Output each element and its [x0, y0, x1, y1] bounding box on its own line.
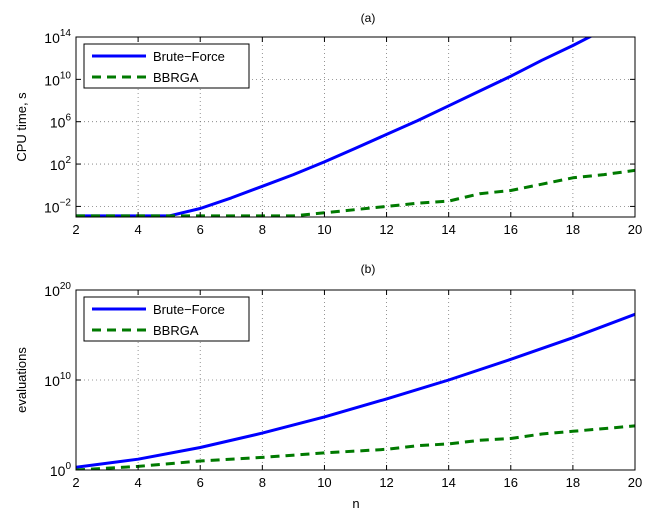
panel-a-y-tick-label-1: 102: [50, 155, 72, 173]
panel-b-x-tick-label-6: 6: [197, 475, 204, 490]
panel-a-x-tick-label-16: 16: [504, 222, 518, 237]
panel-a-series-bbrga: [76, 168, 635, 217]
panel-b-x-tick-label-10: 10: [317, 475, 331, 490]
panel-a-legend-label-bbrga: BBRGA: [153, 70, 199, 85]
panel-b-x-tick-label-8: 8: [259, 475, 266, 490]
panel-a-x-tick-label-14: 14: [441, 222, 455, 237]
panel-b-legend: Brute−Force BBRGA: [83, 296, 250, 342]
panel-b-y-tick-label-0: 100: [50, 461, 72, 479]
panel-a-x-tick-label-6: 6: [197, 222, 204, 237]
panel-b-x-tick-label-12: 12: [379, 475, 393, 490]
panel-b-legend-label-bbrga: BBRGA: [153, 323, 199, 338]
panel-a-legend-label-brute-force: Brute−Force: [153, 49, 225, 64]
panel-b-y-tick-label-2: 1020: [44, 281, 71, 299]
panel-a-y-tick-label-3: 1010: [44, 70, 71, 88]
panel-b-series-bbrga: [76, 424, 635, 470]
panel-a-y-tick-label-2: 106: [50, 113, 72, 131]
panel-a-legend-box: [83, 43, 250, 89]
panel-b-title: (b): [361, 262, 376, 276]
panel-a-y-tick-label-0: 10−2: [44, 197, 71, 215]
panel-b-x-tick-label-4: 4: [134, 475, 141, 490]
panel-b-x-tick-label-16: 16: [504, 475, 518, 490]
panel-b-y-axis-label: evaluations: [14, 347, 29, 413]
panel-b-legend-label-brute-force: Brute−Force: [153, 302, 225, 317]
panel-b-x-axis-label: n: [352, 496, 359, 511]
panel-a-x-tick-label-8: 8: [259, 222, 266, 237]
panel-a-x-tick-label-18: 18: [566, 222, 580, 237]
panel-b-x-tick-label-20: 20: [628, 475, 642, 490]
panel-a-x-tick-label-12: 12: [379, 222, 393, 237]
panel-a-x-tick-label-10: 10: [317, 222, 331, 237]
panel-a-title: (a): [361, 11, 376, 25]
panel-a-plot-frame: [75, 36, 636, 218]
panel-a: (a) CPU time, s 2 4 6 8 10 12 14 16 18 20 10−2 102 1…: [14, 11, 642, 237]
panel-b-x-tick-label-2: 2: [72, 475, 79, 490]
panel-b-legend-box: [83, 296, 250, 342]
panel-a-y-axis-label: CPU time, s: [14, 92, 29, 162]
panel-a-x-tick-label-2: 2: [72, 222, 79, 237]
panel-b-x-tick-label-14: 14: [441, 475, 455, 490]
panel-a-x-tick-label-4: 4: [134, 222, 141, 237]
panel-a-x-tick-label-20: 20: [628, 222, 642, 237]
panel-b-series-brute-force: [76, 312, 635, 469]
panel-b-y-tick-label-1: 1010: [44, 371, 71, 389]
panel-b-x-tick-label-18: 18: [566, 475, 580, 490]
panel-a-y-tick-label-4: 1014: [44, 28, 71, 46]
panel-a-legend: Brute−Force BBRGA: [83, 43, 250, 89]
panel-b: (b) evaluations 2 4 6 8 10 12 14 16 18 20 100 1010 1…: [14, 262, 642, 511]
